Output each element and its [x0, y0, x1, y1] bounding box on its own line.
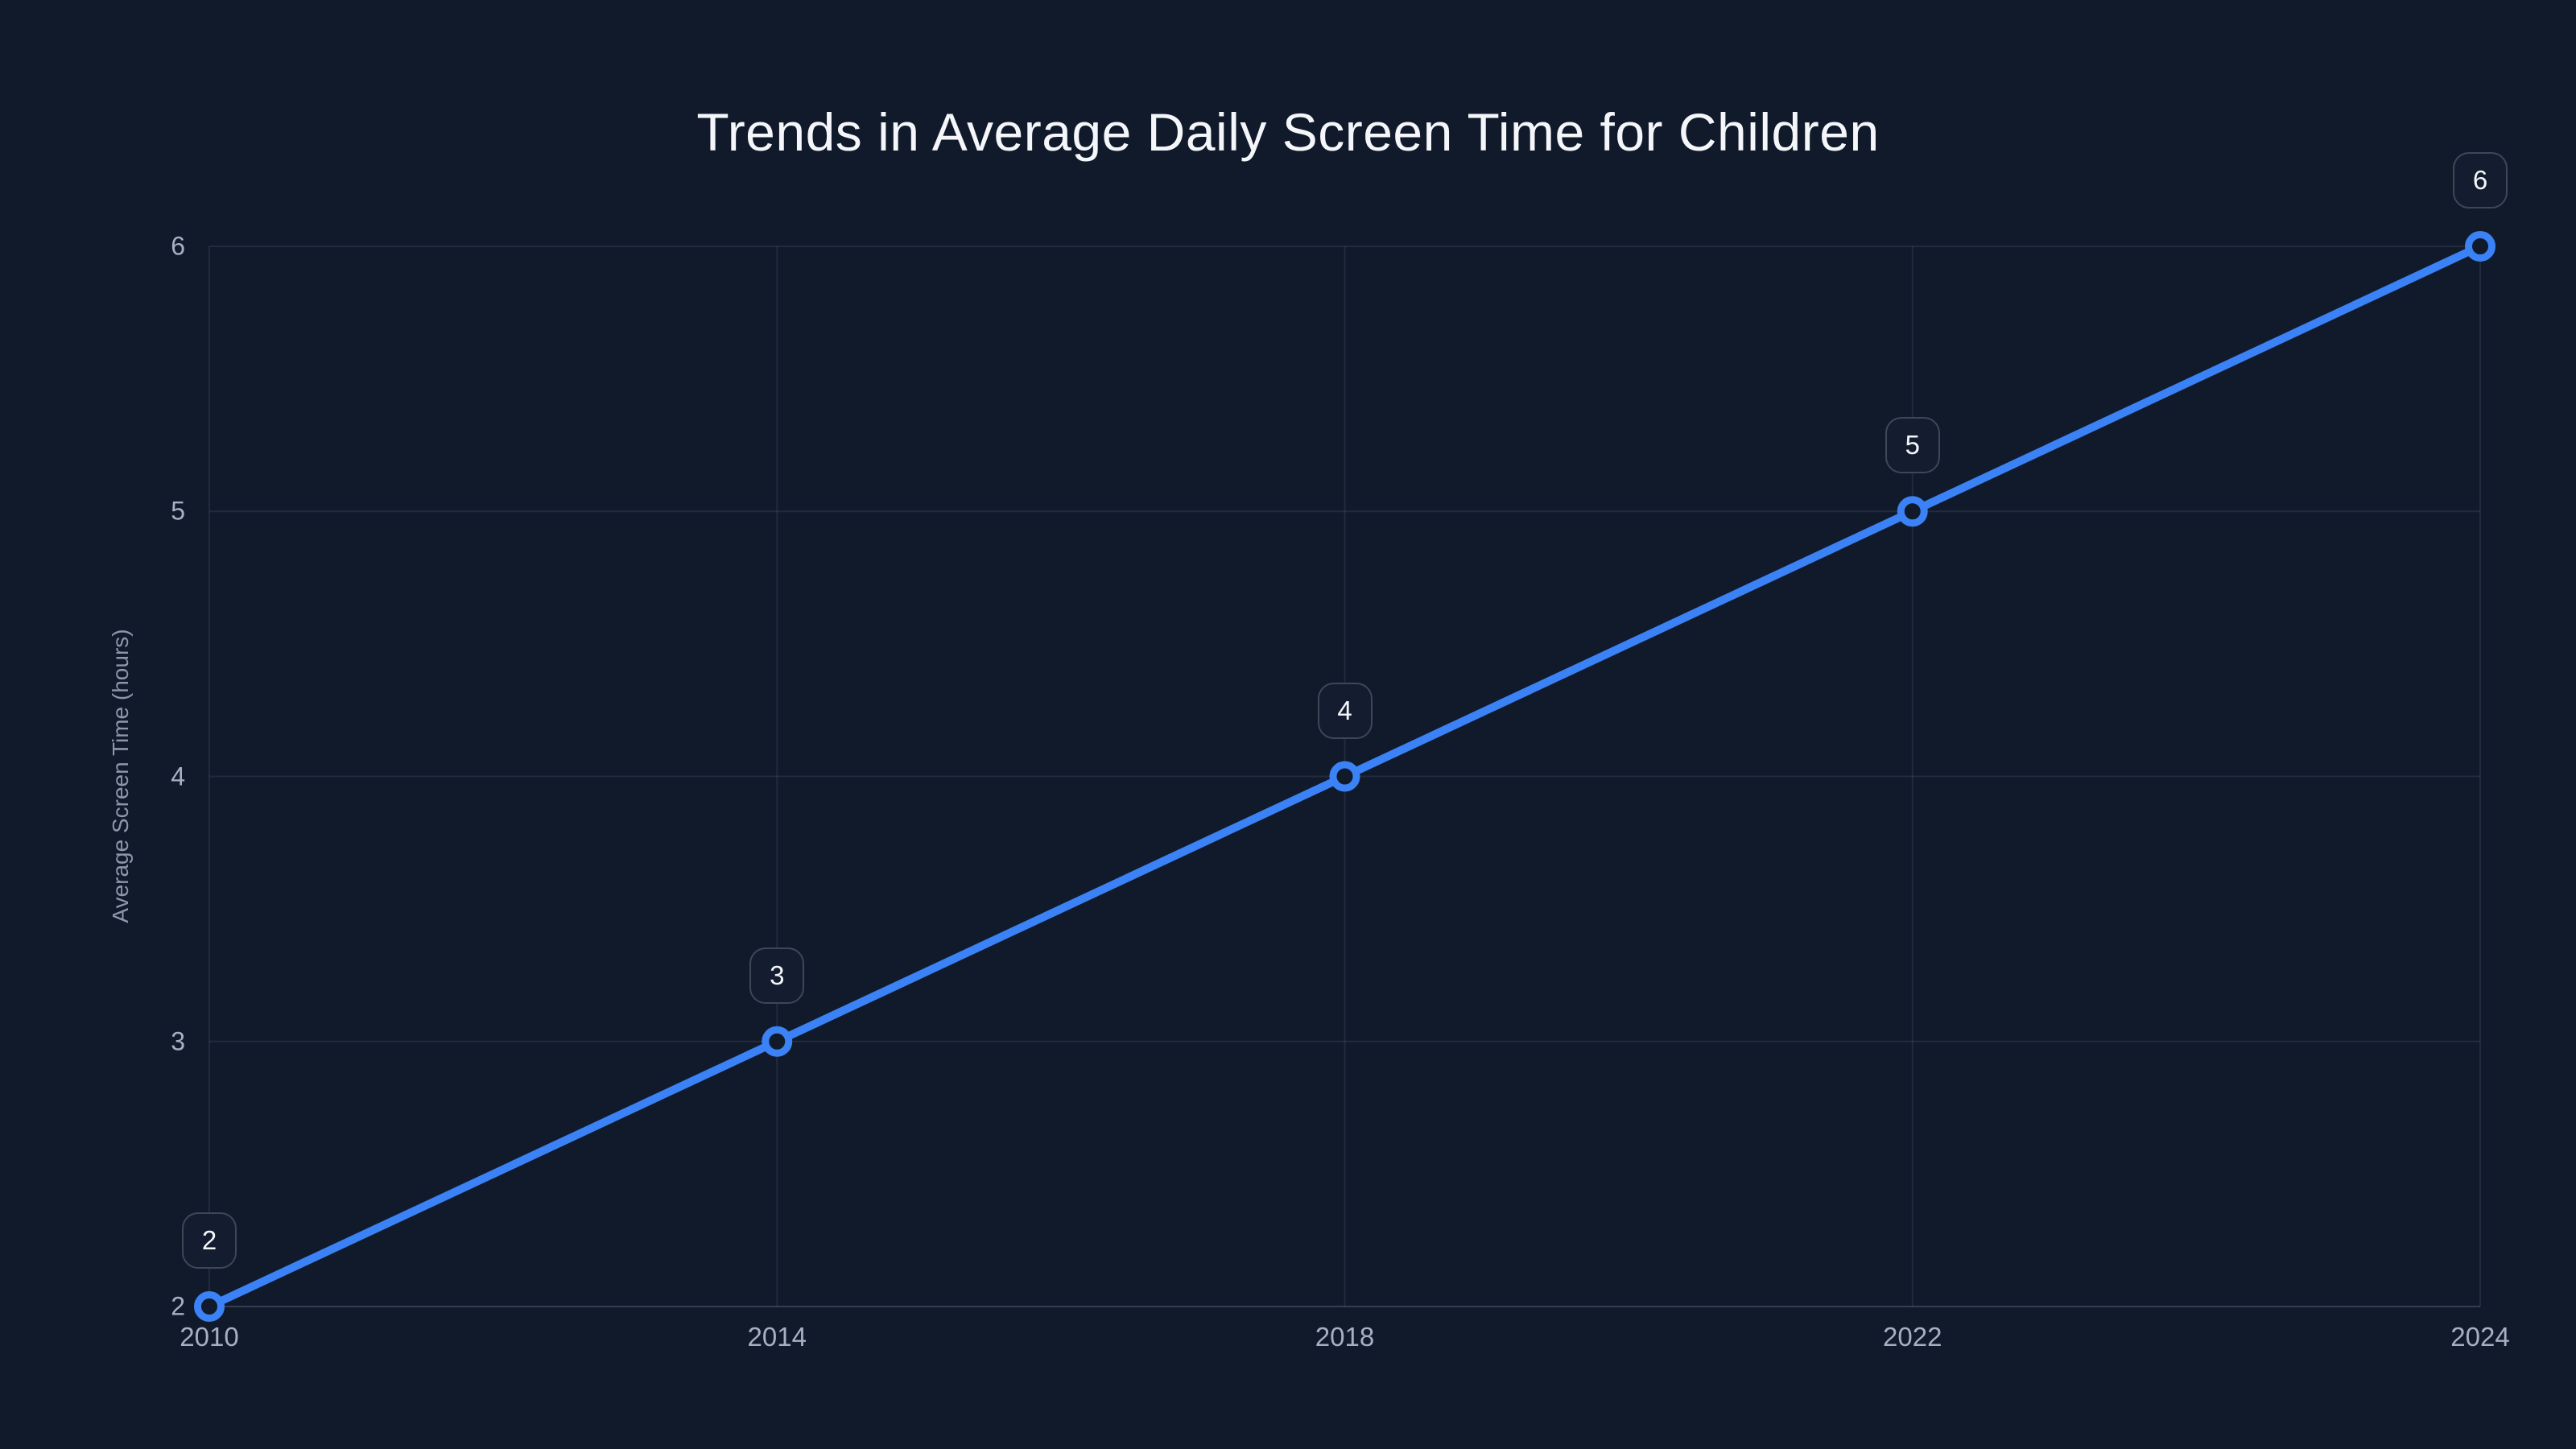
y-tick-label: 6 — [171, 231, 185, 261]
y-tick-label: 2 — [171, 1291, 185, 1321]
data-point-2014[interactable] — [762, 1026, 793, 1057]
data-point-2022[interactable] — [1897, 496, 1928, 527]
chart-title: Trends in Average Daily Screen Time for … — [696, 102, 1880, 162]
point-label-badge: 4 — [1317, 682, 1373, 739]
point-label-badge: 6 — [2453, 152, 2508, 208]
data-point-2010[interactable] — [194, 1291, 225, 1322]
point-label-badge: 3 — [749, 947, 805, 1004]
point-label-badge: 2 — [182, 1212, 237, 1269]
data-point-2024[interactable] — [2465, 231, 2496, 262]
x-tick-label: 2010 — [180, 1322, 239, 1352]
y-tick-label: 5 — [171, 496, 185, 526]
y-tick-label: 3 — [171, 1026, 185, 1056]
x-tick-label: 2014 — [747, 1322, 807, 1352]
x-tick-label: 2022 — [1883, 1322, 1942, 1352]
y-tick-label: 4 — [171, 762, 185, 791]
x-tick-label: 2024 — [2450, 1322, 2510, 1352]
x-tick-label: 2018 — [1315, 1322, 1375, 1352]
data-point-2018[interactable] — [1329, 761, 1360, 792]
point-label-badge: 5 — [1885, 417, 1940, 474]
